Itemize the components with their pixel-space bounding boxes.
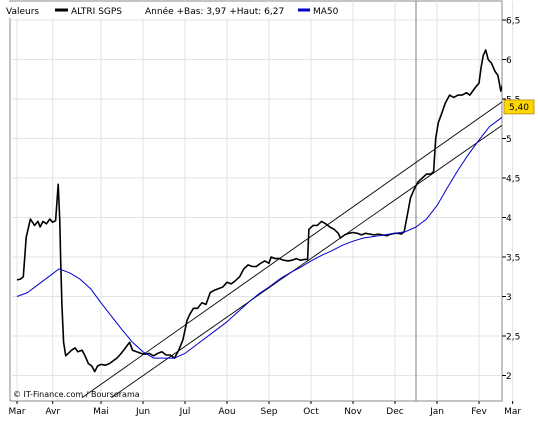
x-tick-label: Dec	[386, 407, 403, 417]
legend-values-label: Valeurs	[6, 7, 39, 17]
trendlines	[81, 101, 502, 398]
y-tick-label: 6	[506, 56, 512, 66]
y-tick-label: 3	[506, 293, 512, 303]
legend-ma-name: MA50	[313, 7, 339, 17]
y-tick-label: 3,5	[506, 254, 520, 264]
y-tick-label: 4	[506, 214, 512, 224]
y-tick-label: 4,5	[506, 175, 520, 185]
x-tick-label: Aou	[218, 407, 235, 417]
x-tick-label: Avr	[45, 407, 60, 417]
y-tick-label: 6,5	[506, 17, 520, 27]
x-tick-label: Jul	[179, 407, 191, 417]
last-value-label: 5,40	[509, 103, 529, 113]
x-tick-label: Jan	[429, 407, 444, 417]
x-tick-label: Mar	[504, 407, 521, 417]
y-tick-label: 2,5	[506, 333, 520, 343]
legend-series-name: ALTRI SGPS	[71, 7, 122, 17]
x-tick-label: Sep	[261, 407, 278, 417]
credit-text: © IT-Finance.com / Boursorama	[13, 390, 140, 399]
price-series-line	[16, 49, 502, 373]
y-tick-label: 2	[506, 372, 512, 382]
y-tick-label: 5	[506, 135, 512, 145]
legend: Valeurs ALTRI SGPS Année +Bas: 3,97 +Hau…	[3, 2, 351, 18]
x-tick-label: Oct	[303, 407, 319, 417]
ma50-series-line	[16, 116, 502, 359]
x-tick-label: Jun	[135, 407, 150, 417]
last-value-tag: 5,40	[503, 99, 535, 115]
x-tick-label: Fev	[471, 407, 487, 417]
grid	[10, 1, 514, 401]
x-tick-label: Mar	[9, 407, 26, 417]
legend-background	[3, 2, 351, 18]
series-lines	[16, 49, 502, 373]
plot-background	[9, 0, 503, 402]
last-value-box	[503, 99, 535, 115]
x-tick-label: Nov	[344, 407, 362, 417]
legend-stats: Année +Bas: 3,97 +Haut: 6,27	[145, 6, 284, 17]
x-tick-label: Mai	[93, 407, 109, 417]
y-axis: 22,533,544,555,566,5	[502, 17, 520, 382]
trendline	[111, 124, 502, 398]
x-axis: Mar Avr Mai Jun Jul Aou Sep Oct Nov Dec Jan Fev Mar	[9, 401, 521, 417]
trendline	[81, 101, 502, 398]
